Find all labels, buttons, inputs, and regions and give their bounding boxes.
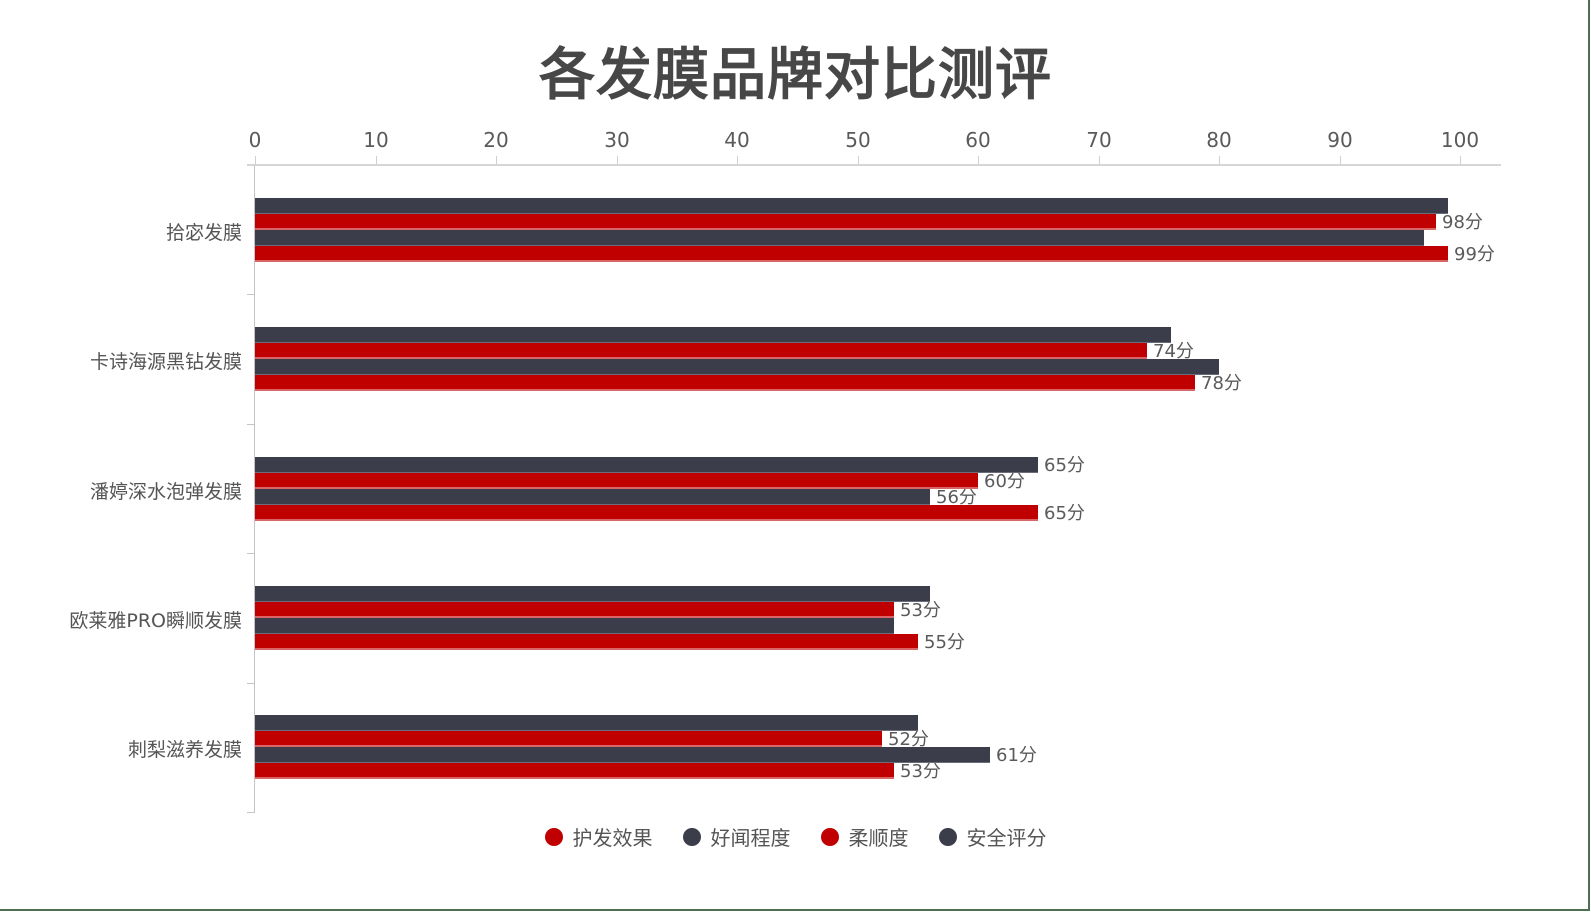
bar-安全评分[interactable] <box>255 586 930 602</box>
x-axis-tick-label: 20 <box>483 128 509 152</box>
legend-circle-icon <box>938 827 957 846</box>
y-axis-tick <box>247 553 255 554</box>
x-axis-tick <box>1460 156 1461 164</box>
bar-护发效果[interactable] <box>255 634 918 650</box>
bar-安全评分[interactable] <box>255 198 1448 214</box>
bar-好闻程度[interactable] <box>255 618 894 634</box>
x-axis-tick-label: 30 <box>604 128 630 152</box>
bar-value-label: 61分 <box>996 745 1037 766</box>
y-axis-category-label: 拾宓发膜 <box>165 222 242 244</box>
bar-value-label: 55分 <box>924 632 965 653</box>
legend-label: 护发效果 <box>572 826 653 850</box>
y-axis-tick <box>247 424 255 425</box>
x-axis-tick-label: 70 <box>1086 128 1112 152</box>
y-axis-category-label: 欧莱雅PRO瞬顺发膜 <box>69 610 242 632</box>
x-axis-tick-label: 50 <box>845 128 871 152</box>
x-axis-tick <box>617 156 618 164</box>
x-axis-tick <box>1340 156 1341 164</box>
y-axis-category-label: 卡诗海源黑钻发膜 <box>89 351 242 373</box>
bar-护发效果[interactable] <box>255 763 894 779</box>
legend-item[interactable]: 护发效果 <box>544 822 653 851</box>
y-axis-tick <box>247 683 255 684</box>
y-axis-tick <box>247 812 255 813</box>
bar-value-label: 60分 <box>984 471 1025 492</box>
x-axis-tick <box>978 156 979 164</box>
bar-柔顺度[interactable] <box>255 602 894 618</box>
bar-护发效果[interactable] <box>255 246 1448 262</box>
x-axis-line <box>247 164 1501 166</box>
x-axis-tick-label: 90 <box>1327 128 1353 152</box>
legend-circle-icon <box>682 827 701 846</box>
y-axis-category-label: 刺梨滋养发膜 <box>127 739 242 761</box>
x-axis-tick-label: 100 <box>1440 128 1480 152</box>
y-axis-tick <box>247 294 255 295</box>
bar-安全评分[interactable] <box>255 715 918 731</box>
chart-legend: 护发效果 好闻程度 柔顺度 安全评分 <box>0 822 1591 851</box>
x-axis-tick-label: 10 <box>363 128 389 152</box>
y-axis-line <box>254 165 255 812</box>
x-axis-tick <box>737 156 738 164</box>
legend-item[interactable]: 安全评分 <box>938 822 1047 851</box>
bar-安全评分[interactable] <box>255 327 1171 343</box>
x-axis-tick-label: 40 <box>724 128 750 152</box>
bar-安全评分[interactable] <box>255 457 1038 473</box>
bar-柔顺度[interactable] <box>255 731 882 747</box>
x-axis-tick-label: 0 <box>248 128 262 152</box>
x-axis-tick-label: 60 <box>965 128 991 152</box>
bar-value-label: 74分 <box>1153 341 1194 362</box>
legend-circle-icon <box>544 827 563 846</box>
bar-value-label: 99分 <box>1454 244 1495 265</box>
chart-title: 各发膜品牌对比测评 <box>539 43 1052 108</box>
bar-好闻程度[interactable] <box>255 747 990 763</box>
bar-value-label: 56分 <box>936 487 977 508</box>
x-axis-tick-label: 80 <box>1206 128 1232 152</box>
bar-value-label: 53分 <box>900 761 941 782</box>
bar-value-label: 52分 <box>888 729 929 750</box>
bar-柔顺度[interactable] <box>255 473 978 489</box>
bar-护发效果[interactable] <box>255 375 1195 391</box>
bar-value-label: 65分 <box>1044 503 1085 524</box>
bar-护发效果[interactable] <box>255 505 1038 521</box>
bar-好闻程度[interactable] <box>255 230 1424 246</box>
bar-value-label: 98分 <box>1442 212 1483 233</box>
x-axis-tick <box>1099 156 1100 164</box>
x-axis-tick <box>255 156 256 164</box>
x-axis-tick <box>1219 156 1220 164</box>
legend-item[interactable]: 好闻程度 <box>682 822 791 851</box>
legend-label: 好闻程度 <box>710 826 791 850</box>
bar-value-label: 65分 <box>1044 455 1085 476</box>
bar-好闻程度[interactable] <box>255 489 930 505</box>
bar-柔顺度[interactable] <box>255 214 1436 230</box>
legend-item[interactable]: 柔顺度 <box>820 822 909 851</box>
legend-circle-icon <box>820 827 839 846</box>
bar-柔顺度[interactable] <box>255 343 1147 359</box>
x-axis-tick <box>858 156 859 164</box>
x-axis-tick <box>496 156 497 164</box>
legend-label: 柔顺度 <box>848 826 909 850</box>
y-axis-category-label: 潘婷深水泡弹发膜 <box>89 481 242 503</box>
bar-好闻程度[interactable] <box>255 359 1219 375</box>
bar-value-label: 53分 <box>900 600 941 621</box>
bar-value-label: 78分 <box>1201 373 1242 394</box>
legend-label: 安全评分 <box>966 826 1047 850</box>
x-axis-tick <box>376 156 377 164</box>
